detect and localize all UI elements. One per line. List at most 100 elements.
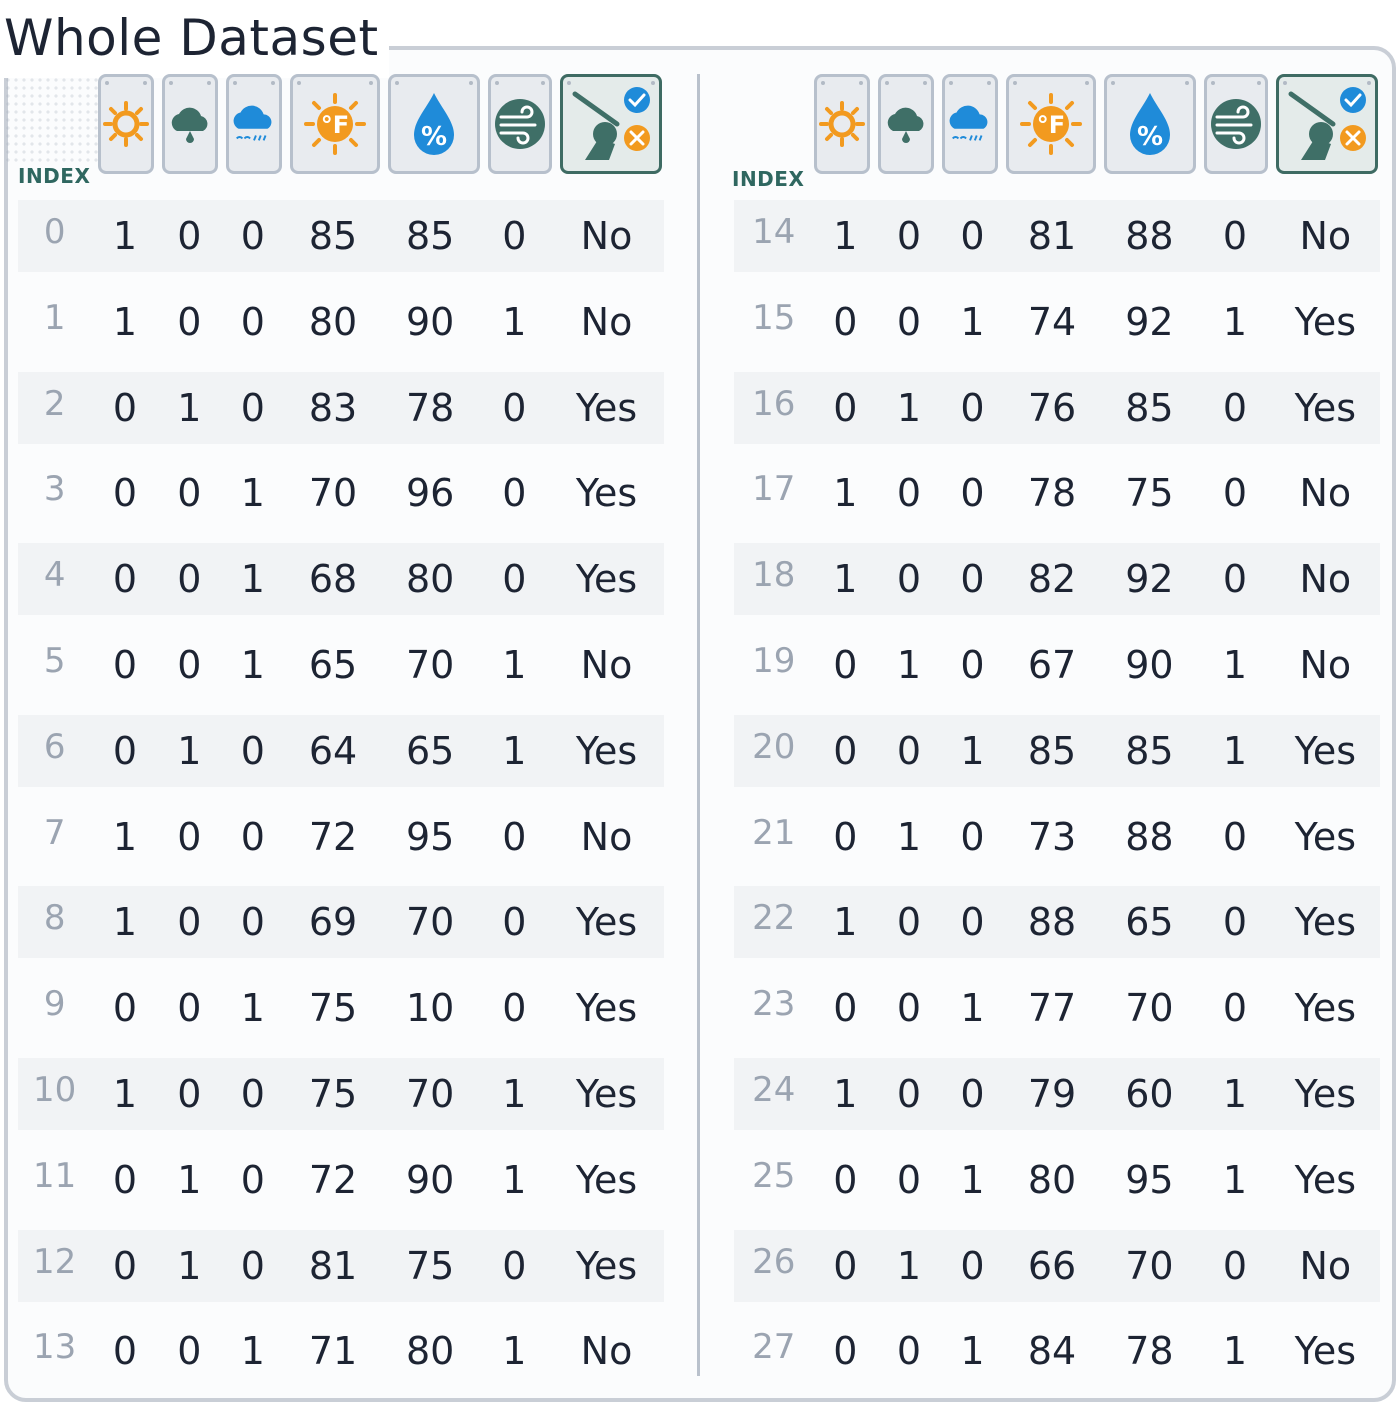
table-row: 13 0 0 1 71 80 1 No: [18, 1315, 664, 1387]
row-index: 14: [752, 212, 796, 252]
cell-rainy: 0: [240, 299, 265, 344]
cell-temp: 67: [1027, 643, 1077, 687]
cell-cloudy: 1: [896, 643, 921, 687]
index-label-left: INDEX: [18, 164, 91, 188]
table-row: 10 1 0 0 75 70 1 Yes: [18, 1058, 664, 1130]
cell-play: Yes: [1294, 900, 1357, 945]
cell-wind: 1: [502, 1157, 527, 1202]
cell-sunny: 0: [833, 643, 858, 687]
cell-play: No: [580, 214, 633, 258]
cell-cloudy: 0: [896, 986, 921, 1031]
cell-sunny: 0: [833, 1157, 858, 1202]
cell-humidity: 96: [405, 471, 455, 516]
cell-rainy: 0: [960, 557, 985, 602]
row-index: 18: [752, 555, 796, 596]
cell-humidity: 85: [405, 214, 455, 258]
table-row: 1 1 0 0 80 90 1 No: [18, 286, 664, 358]
cell-wind: 0: [1222, 986, 1247, 1031]
cell-wind: 0: [502, 471, 527, 516]
cell-wind: 1: [502, 299, 527, 344]
table-row: 23 0 0 1 77 70 0 Yes: [734, 972, 1380, 1044]
cell-cloudy: 0: [896, 299, 921, 344]
cell-rainy: 0: [240, 385, 265, 430]
cell-wind: 1: [1222, 1072, 1247, 1116]
cell-humidity: 90: [405, 299, 455, 344]
cell-temp: 80: [1027, 1157, 1077, 1202]
cell-humidity: 70: [1125, 1243, 1174, 1288]
cell-cloudy: 0: [896, 1157, 921, 1202]
cell-cloudy: 0: [177, 643, 202, 687]
table-row: 4 0 0 1 68 80 0 Yes: [18, 543, 664, 616]
cell-play: Yes: [575, 1072, 638, 1116]
row-index: 17: [752, 469, 796, 510]
cell-temp: 65: [308, 643, 358, 687]
cell-sunny: 0: [112, 1157, 138, 1202]
cell-play: No: [1299, 471, 1352, 516]
cell-temp: 72: [308, 1157, 358, 1202]
cell-sunny: 0: [833, 299, 858, 344]
cell-sunny: 0: [112, 1329, 138, 1374]
cell-temp: 64: [308, 728, 358, 773]
cell-sunny: 0: [833, 1243, 858, 1288]
cell-play: Yes: [575, 385, 638, 430]
cell-humidity: 80: [405, 1329, 455, 1374]
cell-play: Yes: [575, 900, 638, 945]
cell-play: Yes: [575, 1243, 638, 1288]
table-row: 24 1 0 0 79 60 1 Yes: [734, 1058, 1380, 1130]
cell-cloudy: 0: [896, 557, 921, 602]
cell-cloudy: 0: [177, 1329, 202, 1374]
cell-humidity: 78: [405, 385, 455, 430]
cell-wind: 0: [1222, 214, 1247, 258]
table-row: 9 0 0 1 75 10 0 Yes: [18, 972, 664, 1044]
cell-wind: 0: [502, 214, 527, 258]
table-row: 19 0 1 0 67 90 1 No: [734, 629, 1380, 701]
row-index: 1: [43, 297, 66, 338]
cell-temp: 85: [308, 214, 358, 258]
cell-rainy: 0: [240, 900, 265, 945]
row-index: 24: [752, 1070, 796, 1110]
cell-humidity: 75: [405, 1243, 455, 1288]
cell-wind: 1: [1222, 643, 1247, 687]
cell-play: Yes: [1294, 1072, 1357, 1116]
cell-play: Yes: [1294, 986, 1357, 1031]
cell-cloudy: 0: [177, 557, 202, 602]
cell-rainy: 1: [240, 643, 265, 687]
cell-wind: 0: [1222, 814, 1247, 859]
index-label-right: INDEX: [732, 167, 805, 191]
table-row: 17 1 0 0 78 75 0 No: [734, 457, 1380, 529]
cloud-icon: [162, 74, 218, 174]
cell-wind: 1: [502, 643, 527, 687]
cell-temp: 72: [308, 814, 358, 859]
cell-humidity: 60: [1125, 1072, 1174, 1116]
cell-rainy: 0: [960, 643, 985, 687]
cell-humidity: 92: [1125, 557, 1174, 602]
cell-wind: 0: [1222, 900, 1247, 945]
cell-play: Yes: [575, 471, 638, 516]
row-index: 6: [43, 726, 66, 767]
wind-icon: [1204, 74, 1268, 174]
cell-wind: 0: [502, 557, 527, 602]
cell-play: No: [580, 643, 633, 687]
cell-humidity: 65: [405, 728, 455, 773]
cell-cloudy: 0: [177, 900, 202, 945]
cell-rainy: 0: [960, 385, 985, 430]
cell-humidity: 88: [1125, 214, 1174, 258]
cell-cloudy: 0: [177, 1072, 202, 1116]
cell-rainy: 0: [960, 1243, 985, 1288]
row-index: 9: [43, 984, 66, 1025]
cell-humidity: 75: [1125, 471, 1174, 516]
row-index: 0: [43, 212, 66, 252]
golf-play-decision-icon: [1276, 74, 1378, 174]
row-index: 2: [43, 383, 66, 424]
cell-temp: 71: [308, 1329, 358, 1374]
cell-cloudy: 0: [896, 214, 921, 258]
cell-play: No: [580, 1329, 633, 1374]
row-index: 11: [33, 1155, 77, 1196]
cell-play: No: [580, 299, 633, 344]
cell-temp: 66: [1027, 1243, 1077, 1288]
cell-temp: 76: [1027, 385, 1077, 430]
humidity-percent-icon: %: [1104, 74, 1196, 174]
row-index: 12: [33, 1241, 77, 1282]
table-row: 6 0 1 0 64 65 1 Yes: [18, 714, 664, 787]
golf-play-decision-icon: [560, 74, 662, 174]
